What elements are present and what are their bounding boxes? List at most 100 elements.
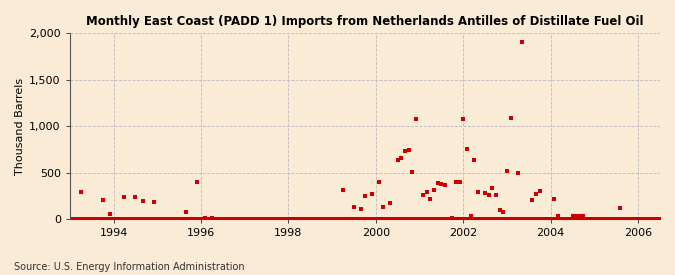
Point bbox=[312, 217, 323, 221]
Point bbox=[425, 197, 436, 201]
Point bbox=[148, 200, 159, 204]
Point bbox=[410, 117, 421, 121]
Point bbox=[622, 217, 632, 221]
Point bbox=[236, 217, 246, 221]
Point bbox=[105, 212, 115, 216]
Point bbox=[494, 217, 505, 221]
Point bbox=[433, 181, 443, 185]
Point bbox=[148, 217, 159, 221]
Point bbox=[429, 188, 439, 192]
Point bbox=[76, 190, 86, 194]
Point bbox=[458, 117, 468, 121]
Point bbox=[549, 217, 560, 221]
Point bbox=[523, 217, 534, 221]
Point bbox=[545, 217, 556, 221]
Point bbox=[144, 217, 155, 221]
Point bbox=[655, 217, 666, 221]
Point bbox=[436, 217, 447, 221]
Point bbox=[647, 217, 658, 221]
Point bbox=[115, 217, 126, 221]
Point bbox=[159, 217, 170, 221]
Point bbox=[596, 217, 607, 221]
Point bbox=[443, 217, 454, 221]
Point bbox=[265, 217, 275, 221]
Point bbox=[465, 217, 476, 221]
Point bbox=[462, 217, 472, 221]
Point bbox=[232, 217, 243, 221]
Point bbox=[217, 217, 228, 221]
Point bbox=[614, 206, 625, 210]
Point bbox=[403, 148, 414, 152]
Point bbox=[123, 217, 134, 221]
Point bbox=[421, 217, 432, 221]
Point bbox=[582, 217, 593, 221]
Point bbox=[571, 217, 582, 221]
Point bbox=[469, 157, 480, 162]
Point bbox=[101, 217, 111, 221]
Point bbox=[239, 217, 250, 221]
Point bbox=[505, 116, 516, 120]
Point bbox=[254, 217, 265, 221]
Point bbox=[381, 217, 392, 221]
Point bbox=[378, 205, 389, 209]
Point bbox=[574, 217, 585, 221]
Point bbox=[374, 180, 385, 184]
Point bbox=[112, 217, 123, 221]
Point bbox=[178, 217, 188, 221]
Point bbox=[403, 217, 414, 221]
Point bbox=[520, 217, 531, 221]
Point bbox=[585, 217, 596, 221]
Point bbox=[487, 186, 498, 191]
Point bbox=[214, 217, 225, 221]
Point bbox=[225, 217, 236, 221]
Text: Source: U.S. Energy Information Administration: Source: U.S. Energy Information Administ… bbox=[14, 262, 244, 272]
Point bbox=[261, 217, 272, 221]
Point bbox=[338, 188, 348, 192]
Point bbox=[476, 217, 487, 221]
Point bbox=[192, 180, 202, 185]
Point bbox=[494, 208, 505, 212]
Point bbox=[185, 217, 196, 221]
Point bbox=[458, 217, 468, 221]
Point bbox=[644, 217, 655, 221]
Point bbox=[243, 217, 254, 221]
Point bbox=[298, 217, 308, 221]
Point bbox=[535, 217, 545, 221]
Point bbox=[637, 217, 647, 221]
Point bbox=[553, 214, 564, 218]
Point bbox=[269, 217, 279, 221]
Point bbox=[196, 217, 207, 221]
Point bbox=[483, 193, 494, 197]
Point bbox=[228, 217, 239, 221]
Point bbox=[319, 217, 330, 221]
Point bbox=[418, 193, 429, 197]
Point bbox=[221, 217, 232, 221]
Point bbox=[367, 217, 377, 221]
Point bbox=[86, 217, 97, 221]
Point bbox=[199, 217, 210, 221]
Point bbox=[447, 217, 458, 221]
Point bbox=[301, 217, 312, 221]
Point bbox=[632, 217, 643, 221]
Point bbox=[188, 217, 199, 221]
Point bbox=[97, 217, 108, 221]
Point bbox=[163, 217, 173, 221]
Point bbox=[425, 217, 436, 221]
Point bbox=[483, 217, 494, 221]
Point bbox=[593, 217, 603, 221]
Point bbox=[137, 217, 148, 221]
Point bbox=[105, 217, 115, 221]
Point bbox=[360, 194, 371, 198]
Point bbox=[433, 217, 443, 221]
Point bbox=[472, 217, 483, 221]
Point bbox=[155, 217, 166, 221]
Point bbox=[352, 217, 363, 221]
Point bbox=[626, 217, 637, 221]
Point bbox=[152, 217, 163, 221]
Point bbox=[451, 180, 462, 185]
Point bbox=[141, 217, 152, 221]
Point bbox=[439, 183, 450, 187]
Y-axis label: Thousand Barrels: Thousand Barrels bbox=[15, 78, 25, 175]
Point bbox=[567, 217, 578, 221]
Point bbox=[257, 217, 268, 221]
